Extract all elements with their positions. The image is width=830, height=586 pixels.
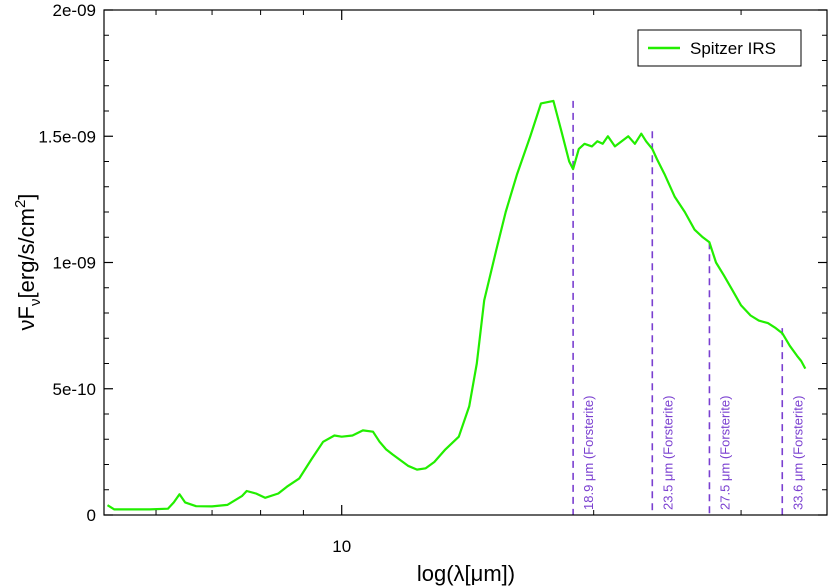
y-tick-label: 1.5e-09 <box>38 127 96 146</box>
y-tick-label: 1e-09 <box>53 254 96 273</box>
annotation-label: 33.6 μm (Forsterite) <box>790 396 805 510</box>
y-tick-label: 0 <box>87 506 96 525</box>
legend-label: Spitzer IRS <box>690 39 776 58</box>
x-axis-label: log(λ[μm]) <box>417 561 515 586</box>
series-layer <box>106 99 807 511</box>
y-tick-label: 2e-09 <box>53 1 96 20</box>
y-tick-label: 5e-10 <box>53 380 96 399</box>
series-line <box>106 99 807 511</box>
annotations: 18.9 μm (Forsterite) 23.5 μm (Forsterite)… <box>572 100 805 515</box>
annotation-label: 18.9 μm (Forsterite) <box>581 396 596 510</box>
x-tick-label: 10 <box>332 537 351 556</box>
axes: 0 5e-10 1e-09 1.5e-09 2e-09 10 <box>38 1 828 556</box>
legend-box <box>637 29 802 67</box>
y-axis-title: νFν[erg/s/cm2] <box>12 194 44 331</box>
legend: Spitzer IRS <box>637 29 802 67</box>
y-axis-label: νFν[erg/s/cm2] <box>12 194 44 331</box>
annotation-label: 27.5 μm (Forsterite) <box>717 396 732 510</box>
annotation-label: 23.5 μm (Forsterite) <box>660 396 675 510</box>
